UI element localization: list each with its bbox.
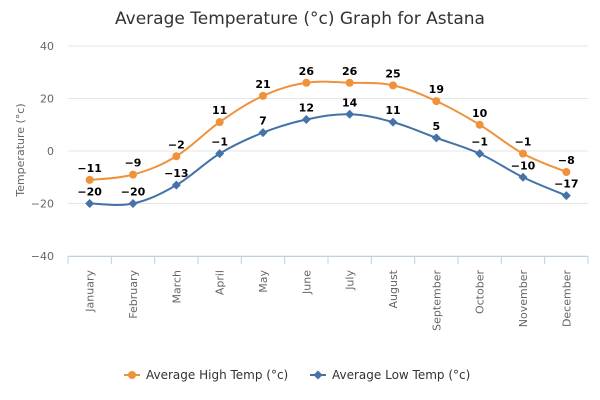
data-label: −10 [511,159,536,172]
series-high [85,78,571,184]
data-label: 19 [429,83,444,96]
y-axis-ticks: 40 20 0 −20 −40 [31,40,54,263]
x-tick-label: December [560,270,573,328]
data-point[interactable] [475,120,484,129]
data-label: −17 [554,178,579,191]
data-label: 7 [259,115,267,128]
data-label: −20 [77,186,102,199]
data-label: 12 [299,102,314,115]
data-point[interactable] [302,78,311,87]
data-label: 25 [385,67,400,80]
data-point[interactable] [258,128,268,138]
x-tick-label: January [84,270,97,313]
legend-item-low[interactable]: Average Low Temp (°c) [310,368,470,382]
data-label: 10 [472,107,488,120]
data-label: −1 [211,136,228,149]
data-label: −1 [471,136,488,149]
data-point[interactable] [128,199,138,208]
data-point[interactable] [562,168,571,176]
data-point[interactable] [345,109,355,119]
gridlines [67,45,589,264]
data-label: 11 [212,104,227,117]
data-point[interactable] [215,118,224,127]
data-label: −9 [125,157,142,170]
x-tick-label: March [170,270,183,304]
data-point[interactable] [518,172,528,182]
data-point[interactable] [345,78,354,87]
data-point[interactable] [301,115,311,124]
x-tick-label: November [517,270,530,328]
legend-marker [128,371,136,379]
data-point[interactable] [519,149,527,158]
series-layer [85,78,571,208]
chart-title: Average Temperature (°c) Graph for Astan… [115,9,485,29]
series-line [89,113,567,206]
x-tick-label: February [127,270,140,319]
data-point[interactable] [172,152,181,161]
data-label: 26 [342,65,358,78]
data-point[interactable] [85,175,94,184]
x-tick-label: August [387,269,400,308]
data-label: −20 [121,186,146,199]
data-label: 11 [385,104,400,117]
data-point[interactable] [85,199,95,208]
data-label: 14 [342,96,358,109]
data-point[interactable] [388,117,398,127]
y-tick-label: 20 [40,93,54,106]
data-label: −2 [168,138,185,151]
data-point[interactable] [259,91,267,100]
legend-item-high[interactable]: Average High Temp (°c) [124,368,288,382]
data-label: 26 [299,65,315,78]
legend-label: Average High Temp (°c) [146,368,288,382]
data-label: 21 [255,78,270,91]
y-tick-label: 0 [47,145,54,158]
x-tick-label: July [344,270,357,291]
x-tick-label: May [257,270,270,293]
data-label: −13 [164,167,189,180]
y-tick-label: −20 [31,198,54,211]
series-line [89,80,567,181]
data-label: −11 [77,162,102,175]
data-label: −1 [515,136,532,149]
x-axis-ticks: January February March April May June July Augu… [84,269,574,330]
data-label: −8 [558,154,575,167]
series-low [85,109,571,208]
data-point[interactable] [432,97,441,106]
data-point[interactable] [215,149,225,159]
x-tick-label: June [300,270,313,295]
y-tick-label: 40 [40,40,54,53]
data-point[interactable] [171,180,181,190]
y-tick-label: −40 [31,250,54,263]
legend-label: Average Low Temp (°c) [332,368,470,382]
x-tick-label: October [474,270,487,314]
data-point[interactable] [431,133,441,143]
x-tick-label: September [430,270,443,331]
data-point[interactable] [475,149,485,159]
legend: Average High Temp (°c) Average Low Temp (… [124,368,470,382]
x-tick-label: April [214,270,227,295]
legend-marker [313,370,323,380]
data-point[interactable] [389,81,397,90]
data-label: 5 [433,120,441,133]
data-point[interactable] [129,170,137,179]
data-point[interactable] [561,191,571,201]
y-axis-label: Temperature (°c) [14,103,27,197]
